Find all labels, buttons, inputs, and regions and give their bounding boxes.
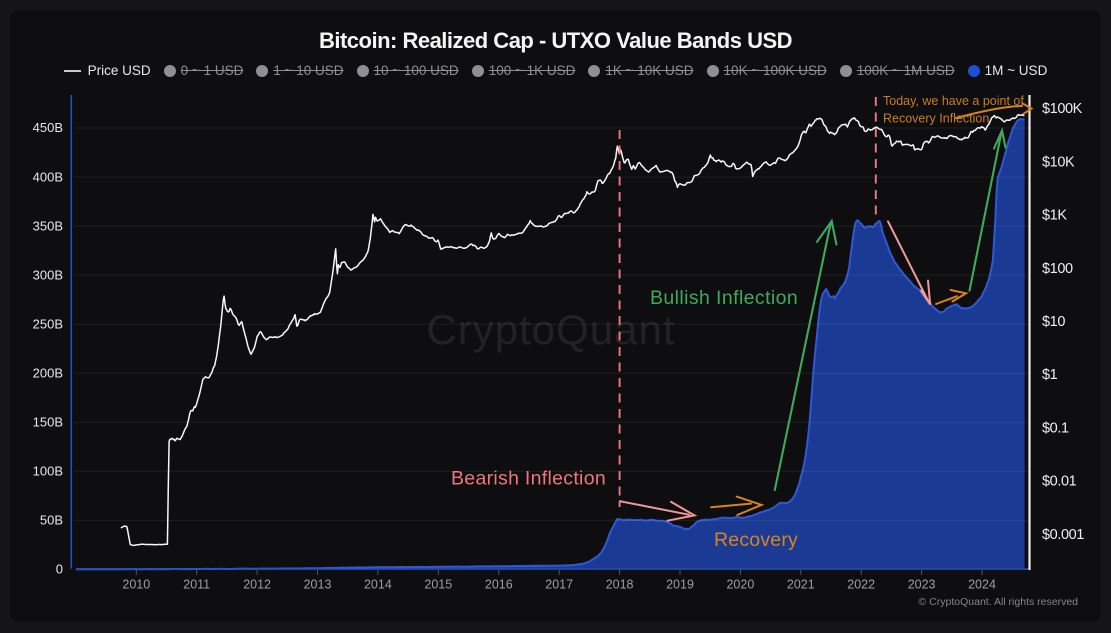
svg-text:300B: 300B — [33, 267, 63, 282]
svg-text:Bearish Inflection: Bearish Inflection — [451, 468, 606, 490]
svg-text:$1: $1 — [1042, 367, 1058, 383]
svg-text:$0.1: $0.1 — [1042, 420, 1069, 436]
svg-text:Today, we have a point of: Today, we have a point of — [883, 94, 1024, 108]
svg-text:2011: 2011 — [183, 578, 210, 592]
svg-text:2023: 2023 — [908, 578, 936, 592]
svg-text:2015: 2015 — [424, 578, 452, 592]
svg-text:200B: 200B — [33, 365, 63, 380]
svg-text:$100: $100 — [1042, 261, 1073, 277]
svg-text:2010: 2010 — [122, 578, 150, 592]
svg-text:$0.01: $0.01 — [1042, 474, 1077, 490]
svg-text:0: 0 — [56, 562, 63, 577]
svg-text:2012: 2012 — [243, 578, 271, 592]
svg-text:$100K: $100K — [1042, 101, 1083, 117]
svg-text:CryptoQuant: CryptoQuant — [426, 306, 675, 353]
svg-text:$1K: $1K — [1042, 208, 1067, 224]
svg-text:2017: 2017 — [545, 578, 573, 592]
svg-text:$10K: $10K — [1042, 154, 1075, 170]
svg-text:400B: 400B — [33, 169, 63, 184]
svg-text:2019: 2019 — [666, 578, 694, 592]
svg-text:2016: 2016 — [485, 578, 513, 592]
svg-text:$0.001: $0.001 — [1042, 527, 1084, 543]
svg-text:2014: 2014 — [364, 578, 392, 592]
svg-text:Bullish Inflection: Bullish Inflection — [650, 287, 798, 309]
svg-text:50B: 50B — [40, 513, 63, 528]
svg-text:2022: 2022 — [847, 578, 875, 592]
svg-text:2013: 2013 — [304, 578, 332, 592]
svg-text:2020: 2020 — [726, 578, 754, 592]
svg-text:250B: 250B — [33, 316, 63, 331]
svg-text:2018: 2018 — [606, 578, 634, 592]
svg-text:$10: $10 — [1042, 314, 1065, 330]
svg-text:2021: 2021 — [787, 578, 815, 592]
svg-text:350B: 350B — [33, 218, 63, 233]
svg-text:Recovery: Recovery — [714, 529, 798, 551]
svg-text:450B: 450B — [33, 120, 63, 135]
svg-text:100B: 100B — [33, 464, 63, 479]
svg-text:Recovery Inflection: Recovery Inflection — [883, 112, 989, 126]
svg-text:150B: 150B — [33, 415, 63, 430]
svg-text:2024: 2024 — [968, 578, 996, 592]
